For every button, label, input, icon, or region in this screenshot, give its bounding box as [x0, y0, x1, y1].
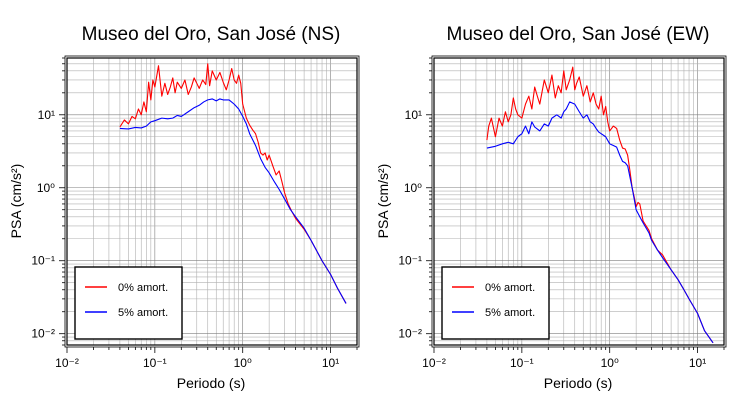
y-tick-label: 10¹	[38, 108, 55, 122]
legend: 0% amort. 5% amort.	[74, 266, 183, 340]
series-lines	[119, 63, 347, 304]
plot-frame	[66, 57, 358, 346]
x-axis-label: Periodo (s)	[544, 375, 612, 391]
y-axis-label: PSA (cm/s²)	[375, 164, 391, 239]
y-tick-label: 10⁻¹	[398, 254, 422, 268]
y-tick-label: 10¹	[405, 108, 422, 122]
x-tick-label: 10⁰	[234, 356, 252, 370]
legend: 0% amort. 5% amort.	[441, 266, 550, 340]
chart-title: Museo del Oro, San José (NS)	[82, 24, 341, 45]
legend-box	[74, 266, 183, 340]
y-tick-label: 10⁰	[37, 181, 55, 195]
series-lines	[486, 66, 714, 344]
legend-box	[441, 266, 550, 340]
axis-ticks: 10⁻² 10⁻¹ 10⁰ 10¹ 10⁻² 10⁻¹ 10⁰ 10¹	[398, 55, 727, 370]
series-line	[119, 63, 347, 304]
legend-label: 0% amort.	[118, 282, 168, 294]
plot-frame	[433, 57, 725, 346]
x-axis-label: Periodo (s)	[177, 375, 245, 391]
x-tick-label: 10⁻²	[55, 356, 79, 370]
x-tick-label: 10¹	[689, 356, 706, 370]
y-tick-label: 10⁻²	[398, 327, 422, 341]
chart-title: Museo del Oro, San José (EW)	[447, 24, 710, 45]
y-tick-label: 10⁻¹	[31, 254, 55, 268]
legend-label: 5% amort.	[485, 307, 535, 319]
x-tick-label: 10⁻¹	[143, 356, 167, 370]
x-tick-label: 10⁻²	[422, 356, 446, 370]
legend-label: 5% amort.	[118, 307, 168, 319]
plot-frame-outer	[64, 55, 360, 348]
x-tick-label: 10⁻¹	[510, 356, 534, 370]
series-line	[486, 101, 714, 344]
chart-panel-ns: Museo del Oro, San José (NS) 10⁻² 10⁻¹ 10⁰…	[8, 24, 360, 391]
axis-ticks: 10⁻² 10⁻¹ 10⁰ 10¹ 10⁻² 10⁻¹ 10⁰ 10¹	[31, 55, 360, 370]
chart-panel-ew: Museo del Oro, San José (EW) 10⁻² 10⁻¹ 10⁰…	[375, 24, 727, 391]
x-tick-label: 10⁰	[601, 356, 619, 370]
plot-frame-outer	[431, 55, 727, 348]
y-tick-label: 10⁰	[404, 181, 422, 195]
legend-label: 0% amort.	[485, 282, 535, 294]
y-axis-label: PSA (cm/s²)	[8, 164, 24, 239]
series-line	[119, 98, 347, 304]
x-tick-label: 10¹	[322, 356, 339, 370]
y-tick-label: 10⁻²	[31, 327, 55, 341]
series-line	[486, 66, 714, 344]
